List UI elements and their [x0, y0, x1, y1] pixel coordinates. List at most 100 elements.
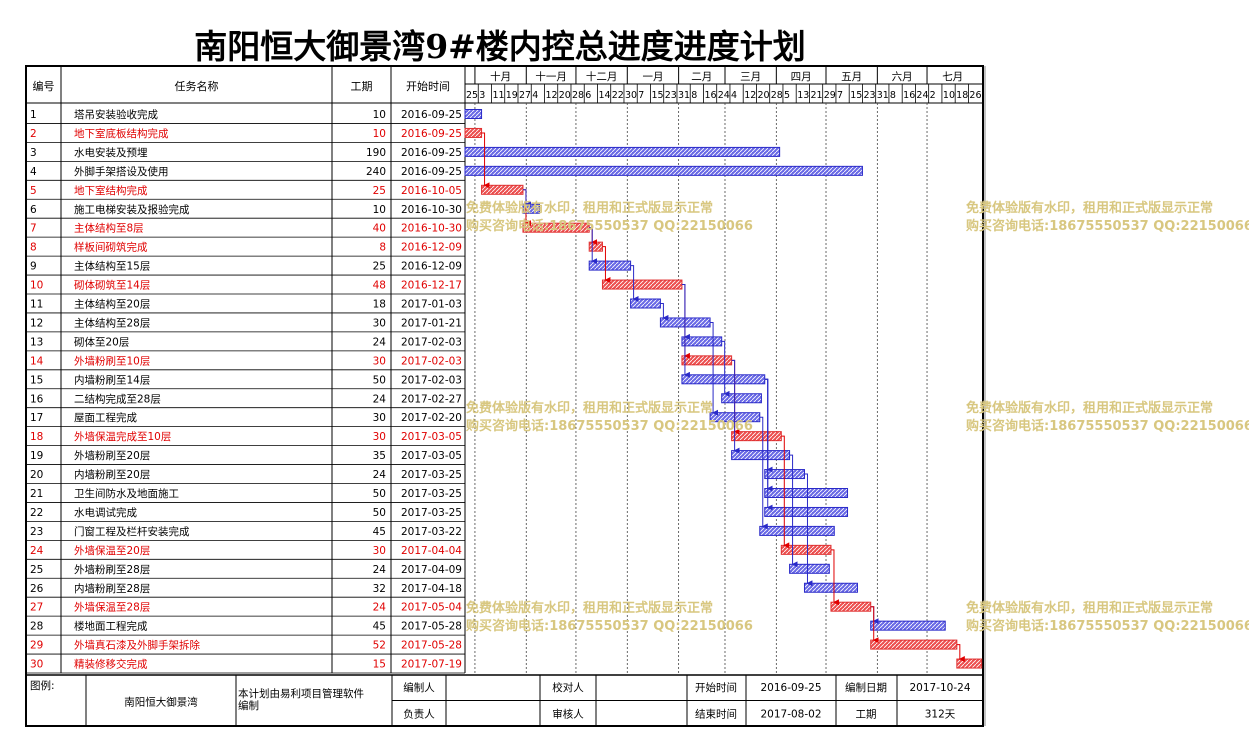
task-name: 主体结构至20层 — [74, 298, 150, 311]
task-bar — [588, 260, 632, 271]
footer-project: 南阳恒大御景湾 — [124, 696, 198, 709]
day-tick-label: 30 — [625, 90, 637, 101]
footer-checker-label: 校对人 — [552, 681, 584, 694]
task-start: 2017-03-25 — [401, 469, 462, 481]
task-id: 13 — [30, 336, 43, 348]
task-name: 主体结构至15层 — [74, 260, 150, 273]
task-id: 9 — [30, 261, 37, 273]
task-id: 28 — [30, 621, 43, 633]
footer-end-label: 结束时间 — [695, 708, 737, 721]
task-bar — [721, 393, 762, 404]
task-start: 2016-12-17 — [401, 280, 462, 292]
task-id: 24 — [30, 545, 44, 557]
task-bar — [464, 146, 781, 157]
task-bar — [464, 165, 863, 176]
task-bar — [780, 544, 832, 555]
task-start: 2016-10-30 — [401, 223, 462, 235]
day-tick-label: 12 — [545, 90, 557, 101]
task-id: 3 — [30, 147, 37, 159]
task-id: 27 — [30, 602, 43, 614]
day-tick-label: 28 — [771, 90, 783, 101]
dependency-arrow — [710, 321, 719, 416]
task-bar — [789, 563, 830, 574]
task-id: 18 — [30, 431, 43, 443]
footer-date-value: 2017-10-24 — [909, 682, 970, 694]
day-tick-label: 12 — [744, 90, 756, 101]
month-label: 十一月 — [535, 70, 567, 83]
task-duration: 24 — [373, 564, 387, 576]
task-id: 21 — [30, 488, 43, 500]
day-tick-label: 16 — [903, 90, 915, 101]
day-tick-label: 14 — [598, 90, 610, 101]
task-start: 2017-01-03 — [401, 299, 462, 311]
task-duration: 50 — [373, 507, 386, 519]
task-duration: 24 — [373, 393, 387, 405]
task-bar — [681, 336, 723, 347]
task-start: 2016-09-25 — [401, 128, 462, 140]
task-name: 砌体砌筑至14层 — [74, 279, 150, 292]
task-id: 17 — [30, 412, 43, 424]
day-tick-label: 19 — [506, 90, 518, 101]
task-id: 14 — [30, 355, 44, 367]
month-label: 三月 — [740, 71, 761, 83]
watermark-line1: 免费体验版有水印，租用和正式版显示正常 — [466, 601, 714, 616]
task-bar — [870, 639, 958, 650]
dependency-arrow — [721, 340, 730, 397]
task-id: 5 — [30, 185, 37, 197]
footer-date-label: 编制日期 — [845, 681, 887, 694]
task-id: 16 — [30, 393, 44, 405]
task-start: 2017-03-05 — [401, 450, 462, 462]
day-tick-label: 15 — [850, 90, 862, 101]
task-duration: 190 — [366, 147, 386, 159]
task-bar — [956, 658, 983, 669]
dependency-arrow — [589, 227, 598, 265]
footer-duration-label: 工期 — [856, 709, 877, 721]
task-name: 楼地面工程完成 — [74, 620, 148, 633]
month-label: 一月 — [642, 71, 663, 83]
watermark-line2: 购买咨询电话:18675550537 QQ:22150066 — [466, 219, 753, 234]
task-start: 2017-01-21 — [401, 317, 462, 329]
task-id: 12 — [30, 317, 43, 329]
dependency-arrow — [681, 284, 690, 378]
task-duration: 25 — [373, 261, 386, 273]
task-duration: 15 — [373, 659, 386, 671]
footer-start-value: 2016-09-25 — [760, 682, 821, 694]
header-start: 开始时间 — [406, 79, 450, 93]
month-label: 二月 — [691, 71, 712, 83]
watermark-line1: 免费体验版有水印，租用和正式版显示正常 — [466, 401, 714, 416]
task-name: 内墙粉刷至20层 — [74, 468, 150, 481]
watermark-line1: 免费体验版有水印，租用和正式版显示正常 — [966, 601, 1214, 616]
task-duration: 30 — [373, 355, 386, 367]
watermark-line1: 免费体验版有水印，租用和正式版显示正常 — [966, 401, 1214, 416]
watermark: 免费体验版有水印，租用和正式版显示正常 购买咨询电话:18675550537 QQ… — [966, 600, 1249, 636]
task-start: 2017-02-03 — [401, 336, 462, 348]
task-duration: 50 — [373, 488, 386, 500]
task-duration: 40 — [373, 223, 386, 235]
task-name: 主体结构至8层 — [74, 222, 144, 235]
month-label: 七月 — [942, 71, 963, 83]
task-id: 2 — [30, 128, 37, 140]
dependency-arrow — [731, 359, 740, 454]
task-id: 1 — [30, 109, 37, 121]
task-name: 地下室底板结构完成 — [74, 127, 169, 140]
month-label: 十月 — [490, 70, 511, 83]
day-tick-label: 22 — [612, 90, 624, 101]
task-name: 外墙粉刷至10层 — [74, 354, 150, 367]
task-start: 2017-07-19 — [401, 659, 462, 671]
task-id: 23 — [30, 526, 43, 538]
task-bar — [764, 506, 849, 517]
task-duration: 45 — [373, 621, 386, 633]
task-id: 30 — [30, 659, 43, 671]
day-tick-label: 6 — [585, 90, 591, 101]
watermark-line2: 购买咨询电话:18675550537 QQ:22150066 — [966, 219, 1249, 234]
task-name: 外墙粉刷至20层 — [74, 449, 150, 462]
task-bar — [830, 601, 872, 612]
task-start: 2016-10-05 — [401, 185, 462, 197]
task-name: 门窗工程及栏杆安装完成 — [74, 525, 190, 538]
day-tick-label: 29 — [824, 90, 836, 101]
task-bar — [764, 488, 849, 498]
month-label: 六月 — [892, 71, 913, 83]
dependency-arrow — [660, 303, 669, 321]
task-duration: 18 — [373, 299, 386, 311]
day-tick-label: 15 — [651, 90, 663, 101]
